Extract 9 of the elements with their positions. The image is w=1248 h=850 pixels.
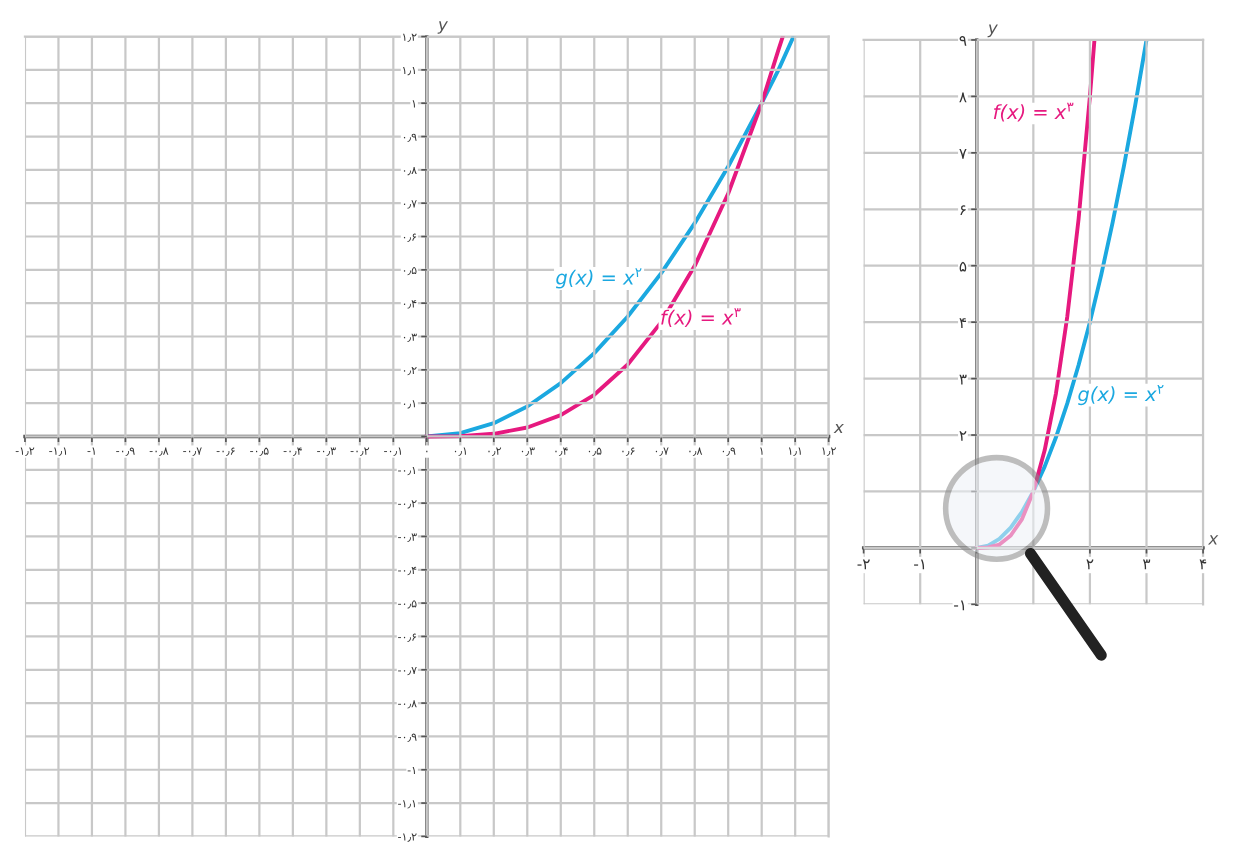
annotation: g(x) = x$^{۲}$ — [556, 268, 642, 289]
line-series — [974, 39, 1149, 550]
annotation: f(x) = x$^{۳}$ — [661, 308, 741, 328]
x-axis-title: x — [1207, 535, 1219, 545]
annotation: f(x) = x$^{۳}$ — [993, 102, 1074, 122]
y-axis-title: y — [437, 21, 448, 34]
annotation: g(x) = x$^{۲}$ — [1078, 385, 1164, 406]
y-axis-title: y — [987, 24, 998, 38]
x-axis-title: x — [833, 423, 844, 434]
